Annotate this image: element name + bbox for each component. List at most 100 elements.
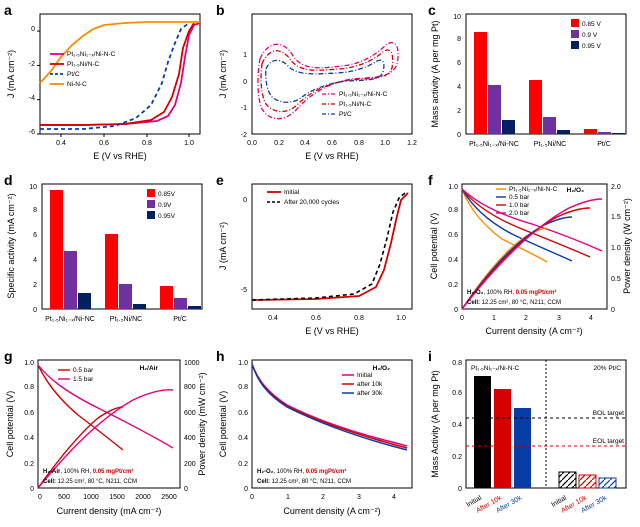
svg-text:1.0: 1.0 (24, 360, 34, 367)
svg-text:3: 3 (557, 315, 561, 322)
svg-text:0.8: 0.8 (452, 360, 462, 367)
svg-text:20% Pt/C: 20% Pt/C (594, 365, 622, 372)
svg-text:0: 0 (460, 315, 464, 322)
svg-text:0.4: 0.4 (24, 435, 34, 442)
svg-text:-2: -2 (241, 132, 247, 139)
svg-text:-6: -6 (29, 129, 35, 136)
svg-text:4: 4 (589, 315, 593, 322)
svg-text:0: 0 (458, 486, 462, 493)
svg-text:1.0: 1.0 (611, 245, 621, 252)
panel-d-label: d (4, 172, 13, 188)
svg-text:2500: 2500 (161, 494, 177, 501)
svg-text:0: 0 (611, 307, 615, 314)
svg-text:0.4: 0.4 (238, 435, 248, 442)
svg-text:0.0: 0.0 (247, 140, 257, 147)
svg-text:Current density (A cm⁻²): Current density (A cm⁻²) (283, 506, 380, 516)
svg-text:-2: -2 (29, 61, 35, 68)
svg-text:0.6: 0.6 (24, 410, 34, 417)
svg-text:H₂-O₂, 100% RH, 0.05 mgPt/cm²: H₂-O₂, 100% RH, 0.05 mgPt/cm² (257, 468, 346, 475)
svg-text:2: 2 (33, 282, 37, 289)
svg-text:Cell: 12.25 cm², 80 °C, N211,: Cell: 12.25 cm², 80 °C, N211, CCM (467, 300, 561, 306)
svg-text:1.0: 1.0 (238, 360, 248, 367)
svg-text:0.6: 0.6 (327, 140, 337, 147)
svg-text:Current density (mA cm⁻²): Current density (mA cm⁻²) (57, 506, 162, 516)
svg-text:Cell potential (V): Cell potential (V) (429, 213, 439, 280)
svg-text:2.0 bar: 2.0 bar (509, 210, 530, 217)
svg-text:0.95 V: 0.95 V (582, 43, 601, 50)
svg-text:after 10k: after 10k (357, 381, 383, 388)
panel-g-chart: 00.20.40.60.81.0 02004006008001000 05001… (2, 348, 212, 525)
svg-text:0.8: 0.8 (354, 315, 364, 322)
svg-text:-4: -4 (29, 95, 35, 102)
svg-text:0.6: 0.6 (238, 410, 248, 417)
svg-text:3: 3 (357, 494, 361, 501)
svg-text:H₂/O₂: H₂/O₂ (567, 187, 584, 194)
svg-text:6: 6 (457, 60, 461, 67)
panel-b-chart: -2-101 0.00.20.40.60.81.01.2 Pt₁.₅Ni₁₋ₓ/… (214, 2, 424, 167)
panel-a-label: a (4, 2, 12, 18)
svg-text:2000: 2000 (135, 494, 151, 501)
svg-text:4: 4 (392, 494, 396, 501)
svg-text:Mass Activity (A per mg Pt): Mass Activity (A per mg Pt) (430, 370, 440, 478)
svg-text:0.2: 0.2 (448, 282, 458, 289)
svg-text:0.5 bar: 0.5 bar (73, 367, 94, 374)
svg-text:2: 2 (457, 108, 461, 115)
svg-text:800: 800 (184, 384, 196, 391)
svg-text:0.2: 0.2 (238, 461, 248, 468)
panel-d-chart: 0246810 Pt₁.₅Ni₁₋ₓ/Ni-NCPt₁.₅Ni/NCPt/C 0… (2, 172, 212, 342)
svg-text:0.5 bar: 0.5 bar (509, 194, 530, 201)
svg-text:4: 4 (33, 257, 37, 264)
svg-text:0.4: 0.4 (448, 257, 458, 264)
svg-text:0.8: 0.8 (24, 384, 34, 391)
svg-text:Pt₁.₅Ni/NC: Pt₁.₅Ni/NC (110, 316, 142, 323)
svg-text:0: 0 (38, 494, 42, 501)
svg-text:0.9 V: 0.9 V (582, 32, 598, 39)
svg-text:After 20,000 cycles: After 20,000 cycles (284, 199, 340, 206)
panel-a-chart: -6-4-20 0.40.60.81.0 Pt₁.₅Ni₁₋ₓ/Ni-N-C P… (2, 2, 212, 167)
svg-text:Pt/C: Pt/C (173, 316, 187, 323)
svg-text:1: 1 (243, 52, 247, 59)
svg-text:0: 0 (454, 307, 458, 314)
svg-text:0.5: 0.5 (611, 276, 621, 283)
svg-text:J (mA cm⁻²): J (mA cm⁻²) (218, 222, 228, 270)
svg-text:Pt/C: Pt/C (67, 71, 80, 78)
svg-text:0.2: 0.2 (274, 140, 284, 147)
svg-text:0: 0 (33, 307, 37, 314)
panel-f-label: f (428, 172, 433, 188)
svg-text:0.8: 0.8 (354, 140, 364, 147)
svg-text:0.2: 0.2 (24, 461, 34, 468)
svg-text:1.5: 1.5 (611, 214, 621, 221)
svg-text:Pt₁.₅Ni₁₋ₓ/Ni-NC: Pt₁.₅Ni₁₋ₓ/Ni-NC (45, 316, 95, 323)
svg-text:0: 0 (30, 486, 34, 493)
svg-text:1: 1 (286, 494, 290, 501)
svg-text:1.0: 1.0 (448, 184, 458, 191)
svg-text:500: 500 (58, 494, 70, 501)
svg-text:6: 6 (33, 232, 37, 239)
svg-text:0.8: 0.8 (238, 384, 248, 391)
svg-text:Pt₁.₅Ni₁₋ₓ/Ni-N-C: Pt₁.₅Ni₁₋ₓ/Ni-N-C (339, 91, 388, 98)
svg-text:H₂-O₂, 100% RH, 0.05 mgPt/cm²: H₂-O₂, 100% RH, 0.05 mgPt/cm² (467, 289, 556, 296)
panel-e-chart: -50 0.40.60.81.0 Initial After 20,000 cy… (214, 172, 424, 342)
svg-text:Ni-N-C: Ni-N-C (67, 81, 87, 88)
svg-text:0: 0 (250, 494, 254, 501)
svg-text:0: 0 (243, 197, 247, 204)
svg-text:1.0: 1.0 (380, 140, 390, 147)
svg-text:1500: 1500 (109, 494, 125, 501)
svg-text:Cell: 12.25 cm², 80 °C, N211,: Cell: 12.25 cm², 80 °C, N211, CCM (43, 479, 137, 485)
panel-h-label: h (216, 348, 225, 364)
svg-text:J (mA cm⁻²): J (mA cm⁻²) (6, 50, 16, 98)
svg-text:Initial: Initial (357, 372, 373, 379)
panel-h-chart: 00.20.40.60.81.0 01234 H₂/O₂ Initial aft… (214, 348, 424, 525)
svg-text:200: 200 (184, 461, 196, 468)
panel-i-chart: 00.20.40.60.8 BOL target EOL target Pt₁.… (426, 348, 638, 525)
svg-text:1.5 bar: 1.5 bar (73, 376, 94, 383)
panel-b-label: b (216, 2, 225, 18)
svg-text:1000: 1000 (83, 494, 99, 501)
svg-text:8: 8 (33, 207, 37, 214)
svg-text:0: 0 (457, 132, 461, 139)
svg-text:Cell: 12.25 cm², 80 °C, N211,: Cell: 12.25 cm², 80 °C, N211, CCM (257, 479, 351, 485)
panel-c-chart: 0246810 Pt₁.₅Ni₁₋ₓ/Ni-NCPt₁.₅Ni/NCPt/C 0… (426, 2, 638, 167)
svg-text:1000: 1000 (184, 360, 200, 367)
svg-text:Cell potential (V): Cell potential (V) (5, 391, 15, 458)
svg-text:2: 2 (321, 494, 325, 501)
